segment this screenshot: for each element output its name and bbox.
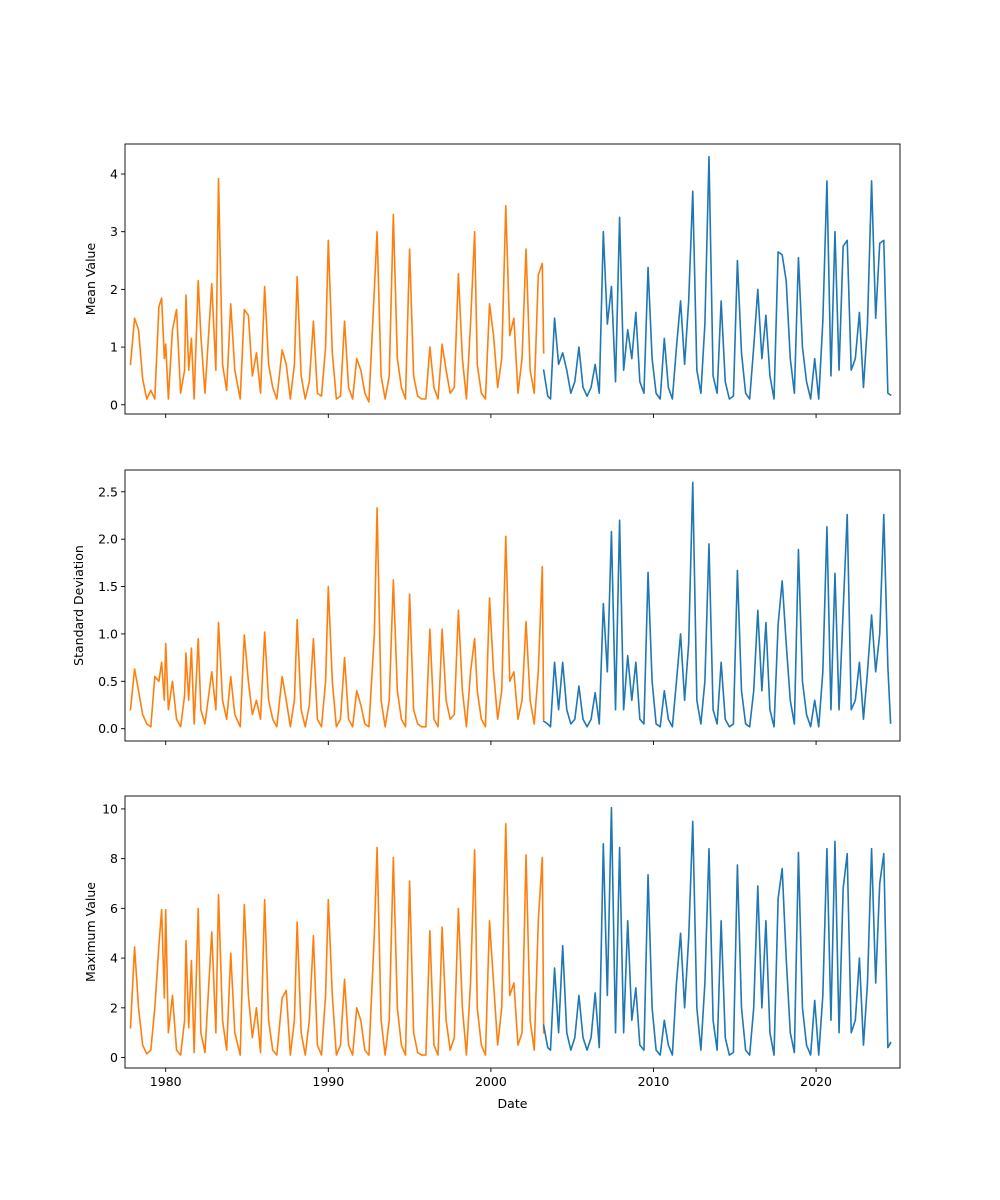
y-tick-label: 6 — [110, 901, 118, 916]
y-tick-label: 2 — [110, 1000, 118, 1015]
subplot-2: 0.0 0.5 1.0 1.5 2.0 2.5 Standard Deviation — [71, 469, 901, 745]
y-tick-label: 2.5 — [98, 484, 118, 499]
y-tick-label: 10 — [102, 801, 118, 816]
series-line-1 — [129, 507, 545, 728]
y-tick-label: 1 — [110, 340, 118, 355]
y-tick-label: 0.0 — [98, 721, 118, 736]
subplot-3: 0 2 4 6 8 10 1980 1990 2000 2010 2020 Maximum Value… — [83, 795, 901, 1111]
y-tick-label: 3 — [110, 224, 118, 239]
series-line-1 — [129, 177, 545, 403]
y-tick-label: 4 — [110, 951, 118, 966]
x-tick-label: 2000 — [475, 1074, 507, 1089]
y-tick-label: 2 — [110, 282, 118, 297]
series-line-2 — [542, 481, 892, 728]
axes-frame — [124, 143, 901, 415]
y-axis-label: Mean Value — [83, 243, 98, 316]
y-tick-label: 8 — [110, 851, 118, 866]
x-tick-label: 1990 — [312, 1074, 344, 1089]
axes-frame — [124, 795, 901, 1069]
x-tick-label: 2010 — [638, 1074, 670, 1089]
series-line-2 — [542, 806, 892, 1056]
y-axis-label: Maximum Value — [83, 882, 98, 982]
axes-frame — [124, 469, 901, 742]
series-line-1 — [129, 823, 545, 1056]
y-tick-label: 4 — [110, 167, 118, 182]
x-tick-label: 2020 — [800, 1074, 832, 1089]
y-tick-label: 2.0 — [98, 532, 118, 547]
x-tick-label: 1980 — [150, 1074, 182, 1089]
y-axis-label: Standard Deviation — [71, 545, 86, 666]
y-tick-label: 0.5 — [98, 674, 118, 689]
y-tick-label: 0 — [110, 1050, 118, 1065]
series-line-2 — [542, 155, 892, 400]
y-tick-label: 0 — [110, 397, 118, 412]
y-tick-label: 1.0 — [98, 626, 118, 641]
x-axis-label: Date — [498, 1096, 528, 1111]
subplot-1: 0 1 2 3 4 Mean Value — [83, 143, 901, 418]
y-tick-label: 1.5 — [98, 579, 118, 594]
